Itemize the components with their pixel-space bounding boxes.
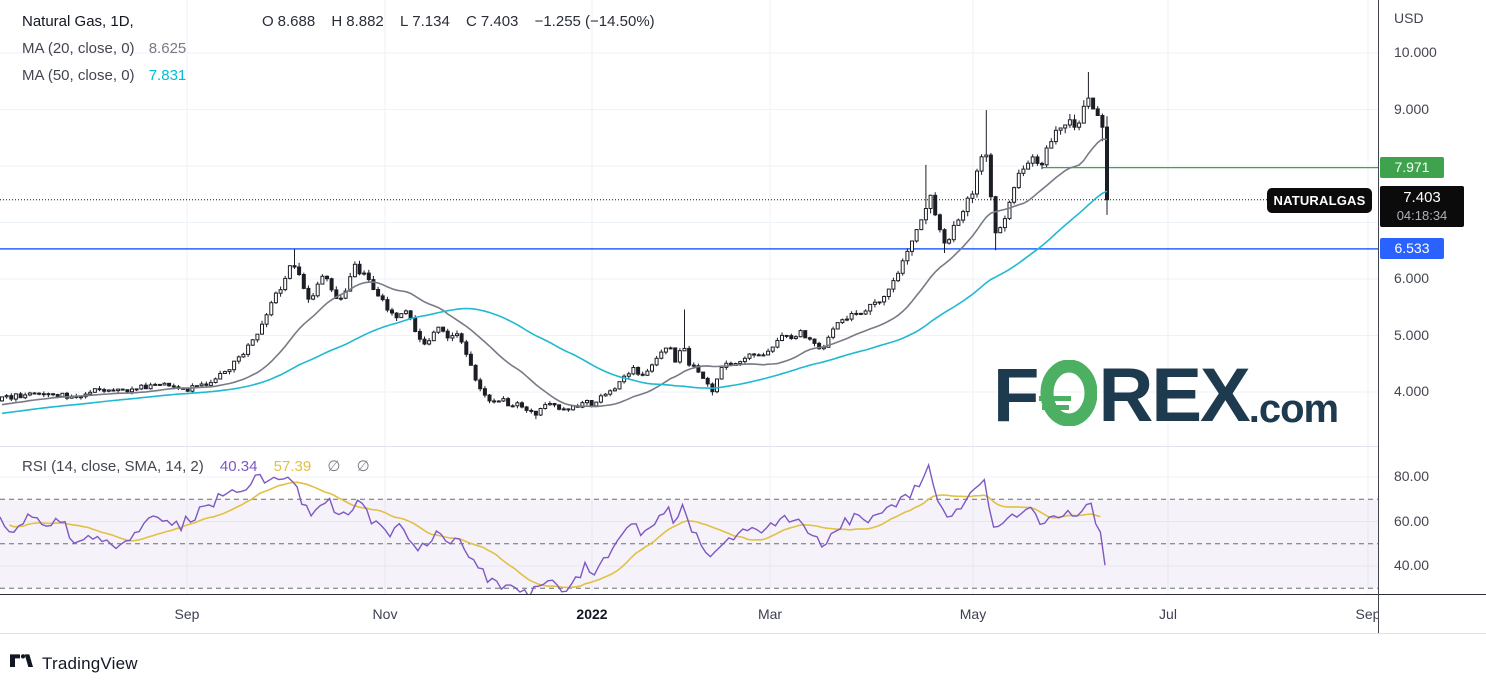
currency-label: USD bbox=[1394, 10, 1424, 26]
change-value: −1.255 (−14.50%) bbox=[534, 13, 655, 30]
high-label: H bbox=[331, 13, 343, 30]
tradingview-logo-icon bbox=[10, 651, 34, 676]
price-tick-label: 6.000 bbox=[1394, 270, 1430, 286]
time-tick-label: Sep bbox=[174, 606, 200, 622]
current-price-label: 7.403 04:18:34 bbox=[1380, 186, 1464, 227]
rsi-legend-row[interactable]: RSI (14, close, SMA, 14, 2) 40.34 57.39 … bbox=[22, 457, 370, 475]
symbol-title[interactable]: Natural Gas, 1D, bbox=[22, 13, 134, 30]
ma20-label: MA (20, close, 0) bbox=[22, 40, 135, 57]
current-price-value: 7.403 bbox=[1403, 189, 1441, 206]
watermark-letter-f: F bbox=[993, 353, 1039, 438]
time-tick-label: Mar bbox=[757, 606, 783, 622]
forex-o-logo-icon bbox=[1039, 359, 1098, 431]
symbol-price-badge: NATURALGAS bbox=[1267, 188, 1372, 213]
price-axis-border bbox=[1378, 0, 1379, 633]
pane-divider[interactable] bbox=[0, 446, 1486, 447]
ma20-row[interactable]: MA (20, close, 0) 8.625 bbox=[22, 39, 186, 66]
open-value: 8.688 bbox=[277, 13, 316, 30]
high-value: 8.882 bbox=[346, 13, 384, 30]
rsi-value: 40.34 bbox=[219, 458, 258, 475]
ma50-row[interactable]: MA (50, close, 0) 7.831 bbox=[22, 66, 186, 93]
ohlc-readout: O 8.688 H 8.882 L 7.134 C 7.403 −1.255 (−14.… bbox=[262, 12, 659, 32]
rsi-label: RSI (14, close, SMA, 14, 2) bbox=[22, 458, 204, 475]
price-tick-label: 4.000 bbox=[1394, 383, 1430, 399]
close-label: C bbox=[466, 13, 477, 30]
price-axis[interactable]: USD 10.000 9.000 6.000 5.000 4.000 80.00 60.00… bbox=[1379, 0, 1486, 594]
rsi-empty-value-2: ∅ bbox=[356, 458, 370, 475]
forex-com-watermark: F REX .com bbox=[993, 353, 1339, 438]
low-label: L bbox=[399, 13, 409, 30]
price-tick-label: 5.000 bbox=[1394, 326, 1430, 343]
time-tick-label: Nov bbox=[372, 606, 398, 622]
watermark-letters-rex: REX bbox=[1098, 353, 1250, 438]
time-tick-label: Sep bbox=[1355, 606, 1378, 622]
tradingview-attribution[interactable]: TradingView bbox=[10, 651, 138, 676]
low-value: 7.134 bbox=[412, 13, 450, 30]
green-price-level-label: 7.971 bbox=[1380, 157, 1444, 178]
main-chart-pane[interactable] bbox=[0, 0, 1378, 446]
time-tick-label: Jul bbox=[1159, 606, 1177, 622]
rsi-tick-label: 80.00 bbox=[1394, 468, 1430, 484]
price-tick-label: 10.000 bbox=[1394, 44, 1437, 60]
ma20-value: 8.625 bbox=[148, 40, 187, 57]
time-tick-label: May bbox=[959, 606, 987, 622]
time-axis-bottom-line bbox=[0, 633, 1486, 634]
ma50-value: 7.831 bbox=[148, 67, 187, 84]
rsi-tick-label: 40.00 bbox=[1394, 557, 1430, 573]
rsi-ma-value: 57.39 bbox=[273, 458, 312, 475]
time-axis[interactable]: Sep Nov 2022 Mar May Jul Sep bbox=[0, 595, 1378, 633]
tradingview-brand-text: TradingView bbox=[42, 653, 138, 673]
blue-price-level-label: 6.533 bbox=[1380, 238, 1444, 259]
rsi-empty-value-1: ∅ bbox=[327, 458, 341, 475]
time-axis-separator bbox=[0, 594, 1486, 595]
price-tick-label: 9.000 bbox=[1394, 100, 1430, 117]
watermark-dot-com: .com bbox=[1248, 387, 1339, 431]
rsi-pane[interactable] bbox=[0, 447, 1378, 594]
time-tick-label: 2022 bbox=[576, 606, 608, 622]
bar-countdown-timer: 04:18:34 bbox=[1396, 208, 1448, 223]
rsi-tick-label: 60.00 bbox=[1394, 512, 1430, 529]
close-value: 7.403 bbox=[480, 13, 519, 30]
ma50-label: MA (50, close, 0) bbox=[22, 67, 135, 84]
open-label: O bbox=[262, 13, 274, 30]
